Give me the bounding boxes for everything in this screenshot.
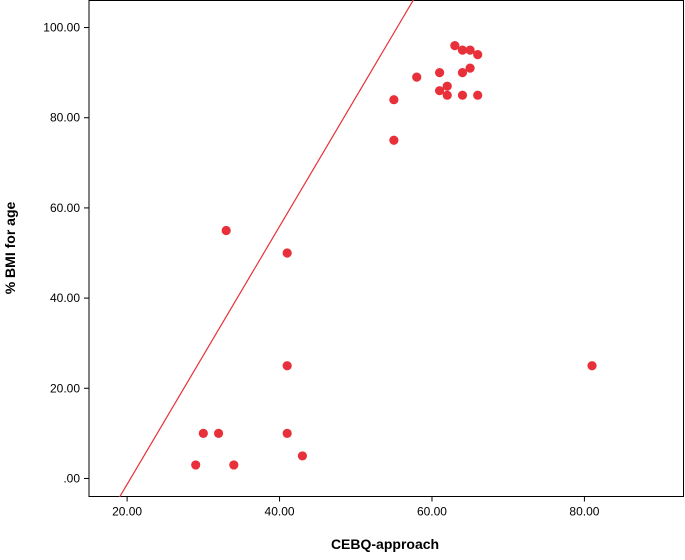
data-point — [473, 50, 483, 60]
x-tick-label: 20.00 — [112, 505, 142, 519]
data-points — [191, 40, 597, 470]
x-tick-label: 80.00 — [569, 505, 599, 519]
data-point — [457, 68, 468, 78]
data-point — [282, 361, 292, 371]
y-tick-label: 40.00 — [50, 291, 80, 305]
data-point — [389, 135, 399, 145]
data-point — [282, 428, 292, 438]
data-point — [282, 248, 292, 258]
data-point — [198, 428, 208, 438]
data-point — [221, 225, 231, 236]
y-tick-label: 100.00 — [43, 21, 80, 35]
data-point — [465, 45, 475, 55]
data-point — [213, 428, 224, 438]
data-point — [465, 63, 475, 73]
y-tick-label: 60.00 — [50, 201, 80, 215]
y-tick-label: 80.00 — [50, 111, 80, 125]
data-point — [587, 361, 597, 371]
data-point — [442, 90, 452, 100]
x-axis-ticks: 20.00 40.00 60.00 80.00 — [112, 496, 600, 519]
data-point — [473, 90, 483, 100]
data-point — [229, 460, 239, 470]
data-point — [457, 45, 468, 55]
data-point — [412, 72, 422, 82]
data-point — [297, 451, 308, 461]
y-tick-label: .00 — [63, 471, 80, 485]
data-point — [435, 86, 445, 96]
x-tick-label: 60.00 — [417, 505, 447, 519]
fit-line — [118, 0, 415, 497]
plot-area-frame — [88, 0, 684, 497]
data-point — [191, 460, 201, 470]
data-point — [389, 95, 399, 105]
y-tick-label: 20.00 — [50, 381, 80, 395]
fit-line-layer — [118, 0, 415, 497]
data-point — [457, 90, 468, 100]
x-tick-label: 40.00 — [265, 505, 295, 519]
data-point — [435, 68, 445, 78]
y-axis-title: % BMI for age — [2, 202, 18, 295]
data-point — [442, 81, 452, 91]
data-point — [450, 40, 460, 51]
y-axis-ticks: .00 20.00 40.00 60.00 80.00 100.00 — [43, 21, 89, 485]
x-axis-title: CEBQ-approach — [331, 536, 439, 552]
